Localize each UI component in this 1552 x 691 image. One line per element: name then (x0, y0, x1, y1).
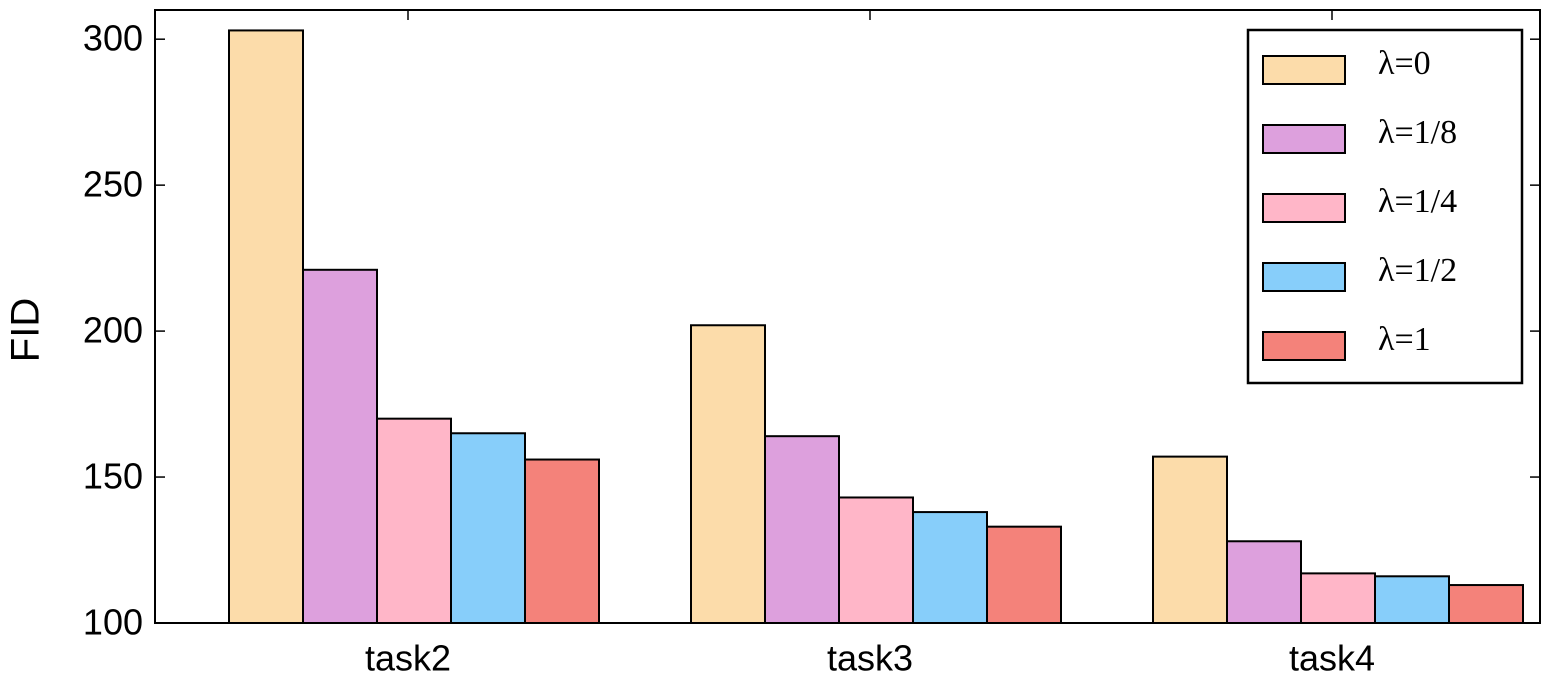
legend-label: λ=1 (1378, 321, 1431, 358)
legend-swatch (1262, 55, 1346, 85)
bar (1226, 540, 1302, 624)
legend-swatch (1262, 193, 1346, 223)
plot-frame (154, 9, 1541, 624)
legend-label: λ=1/2 (1378, 252, 1457, 289)
bar (524, 458, 600, 624)
bar (1374, 575, 1450, 624)
y-tick-label: 200 (83, 310, 143, 351)
x-tick-label: task2 (365, 638, 451, 679)
y-tick-label: 250 (83, 164, 143, 205)
x-tick-label: task3 (827, 638, 913, 679)
bar (228, 29, 304, 624)
y-tick-label: 100 (83, 602, 143, 643)
bar (1152, 455, 1228, 624)
legend-label: λ=1/8 (1378, 114, 1457, 151)
legend-label: λ=1/4 (1378, 183, 1457, 220)
legend-swatch (1262, 262, 1346, 292)
y-axis-label: FID (4, 298, 48, 362)
bar (838, 496, 914, 625)
x-tick-label: task4 (1289, 638, 1375, 679)
bar (376, 417, 452, 624)
bar (764, 435, 840, 624)
bar (302, 268, 378, 624)
bar (1448, 584, 1524, 624)
y-tick-label: 300 (83, 18, 143, 59)
legend-label: λ=0 (1378, 45, 1431, 82)
bar (1300, 572, 1376, 625)
bar (912, 511, 988, 624)
bar (450, 432, 526, 624)
y-tick-label: 150 (83, 456, 143, 497)
bar (986, 525, 1062, 625)
bar (690, 324, 766, 624)
legend-swatch (1262, 124, 1346, 154)
legend-swatch (1262, 331, 1346, 361)
